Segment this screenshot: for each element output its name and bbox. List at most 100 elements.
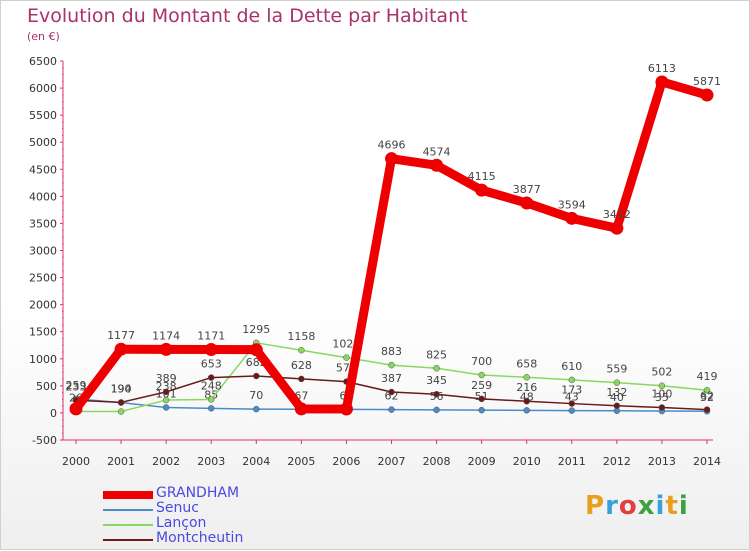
x-tick-label: 2011 [558, 455, 586, 468]
data-label-senuc: 259 [66, 379, 87, 392]
data-label-grandham: 6113 [648, 62, 676, 75]
legend-swatch-grandham [103, 491, 153, 499]
data-label-senuc: 43 [565, 391, 579, 404]
data-point-grandham [475, 183, 489, 197]
x-tick-label: 2000 [62, 455, 90, 468]
y-tick-label: 0 [50, 407, 57, 420]
x-tick-label: 2002 [152, 455, 180, 468]
legend-swatch-montcheutin [103, 539, 153, 541]
proxiti-logo: Proxiti [585, 491, 689, 521]
data-point-montcheutin [703, 406, 711, 413]
data-point-lancon [478, 371, 485, 379]
data-label-montcheutin: 132 [606, 386, 627, 399]
data-label-montcheutin: 259 [471, 379, 492, 392]
data-label-montcheutin: 194 [111, 382, 132, 395]
logo-letter: t [665, 491, 679, 521]
data-label-montcheutin: 653 [201, 358, 222, 371]
data-point-montcheutin [568, 400, 576, 407]
legend-label-montcheutin: Montcheutin [156, 530, 244, 546]
data-point-montcheutin [433, 390, 440, 398]
data-point-grandham [610, 221, 624, 235]
x-tick-label: 2008 [423, 455, 451, 468]
data-label-montcheutin: 389 [156, 372, 177, 385]
x-tick-label: 2010 [513, 455, 541, 468]
data-point-montcheutin [478, 395, 485, 403]
y-tick-label: 2500 [29, 272, 57, 285]
data-label-montcheutin: 62 [700, 390, 714, 403]
data-label-grandham: 1171 [197, 330, 225, 343]
data-label-montcheutin: 100 [651, 388, 672, 401]
data-label-grandham: 1177 [107, 329, 135, 342]
data-point-senuc [523, 407, 530, 414]
chart-title: Evolution du Montant de la Dette par Hab… [27, 5, 468, 27]
data-point-lancon [703, 386, 711, 394]
data-label-montcheutin: 345 [426, 374, 447, 387]
data-point-lancon [162, 396, 170, 404]
data-label-lancon: 610 [561, 360, 582, 373]
logo-letter: r [605, 491, 619, 521]
data-point-grandham [655, 75, 669, 89]
x-tick-label: 2009 [468, 455, 496, 468]
data-label-grandham: 5871 [693, 75, 721, 88]
data-label-lancon: 1295 [242, 323, 270, 336]
data-point-lancon [433, 365, 440, 372]
data-point-lancon [298, 346, 305, 354]
data-label-montcheutin: 233 [66, 380, 87, 393]
data-label-lancon: 502 [651, 366, 672, 379]
x-tick-label: 2012 [603, 455, 631, 468]
data-point-grandham [114, 342, 128, 356]
data-label-montcheutin: 216 [516, 381, 537, 394]
y-tick-label: 6500 [29, 55, 57, 68]
legend-label-senuc: Senuc [156, 500, 199, 516]
x-tick-label: 2006 [332, 455, 360, 468]
data-point-lancon [523, 374, 530, 381]
data-point-lancon [568, 376, 576, 384]
data-point-grandham [339, 402, 353, 416]
x-tick-label: 2005 [287, 455, 315, 468]
data-label-senuc: 190 [111, 383, 132, 396]
legend-swatch-lancon [103, 524, 153, 526]
data-label-senuc: 32 [700, 391, 714, 404]
data-label-grandham: 3594 [558, 198, 586, 211]
data-point-senuc [253, 405, 260, 413]
y-tick-label: 2000 [29, 299, 57, 312]
x-tick-label: 2013 [648, 455, 676, 468]
data-point-montcheutin [207, 374, 215, 381]
data-point-montcheutin [523, 397, 530, 405]
data-point-senuc [207, 405, 215, 412]
data-label-senuc: 85 [204, 388, 218, 401]
data-point-grandham [565, 211, 579, 225]
data-point-montcheutin [117, 399, 125, 406]
data-label-senuc: 70 [249, 389, 263, 402]
x-tick-label: 2001 [107, 455, 135, 468]
legend-swatch-senuc [103, 509, 153, 511]
logo-letter: o [618, 491, 638, 521]
data-point-lancon [117, 408, 125, 415]
y-tick-label: 4000 [29, 190, 57, 203]
data-label-lancon: 248 [201, 380, 222, 393]
data-label-montcheutin: 173 [561, 384, 582, 397]
y-tick-label: 4500 [29, 163, 57, 176]
data-point-montcheutin [298, 375, 305, 383]
y-tick-label: -500 [32, 434, 57, 447]
data-point-grandham [159, 342, 173, 356]
data-point-senuc [433, 406, 440, 414]
data-label-montcheutin: 628 [291, 359, 312, 372]
data-point-senuc [478, 406, 485, 414]
logo-letter: x [637, 491, 656, 521]
chart-unit-subtitle: (en €) [27, 30, 60, 43]
y-tick-label: 3000 [29, 245, 57, 258]
data-label-lancon: 1158 [287, 330, 315, 343]
data-label-grandham: 3412 [603, 208, 631, 221]
data-label-senuc: 40 [610, 391, 624, 404]
data-label-grandham: 3877 [513, 183, 541, 196]
y-tick-label: 500 [36, 380, 57, 393]
data-point-grandham [249, 343, 263, 357]
data-point-grandham [430, 158, 444, 172]
x-tick-label: 2014 [693, 455, 721, 468]
logo-letter: i [678, 491, 689, 521]
series-line-grandham [71, 77, 712, 414]
data-point-lancon [388, 361, 395, 369]
data-point-lancon [343, 354, 350, 361]
